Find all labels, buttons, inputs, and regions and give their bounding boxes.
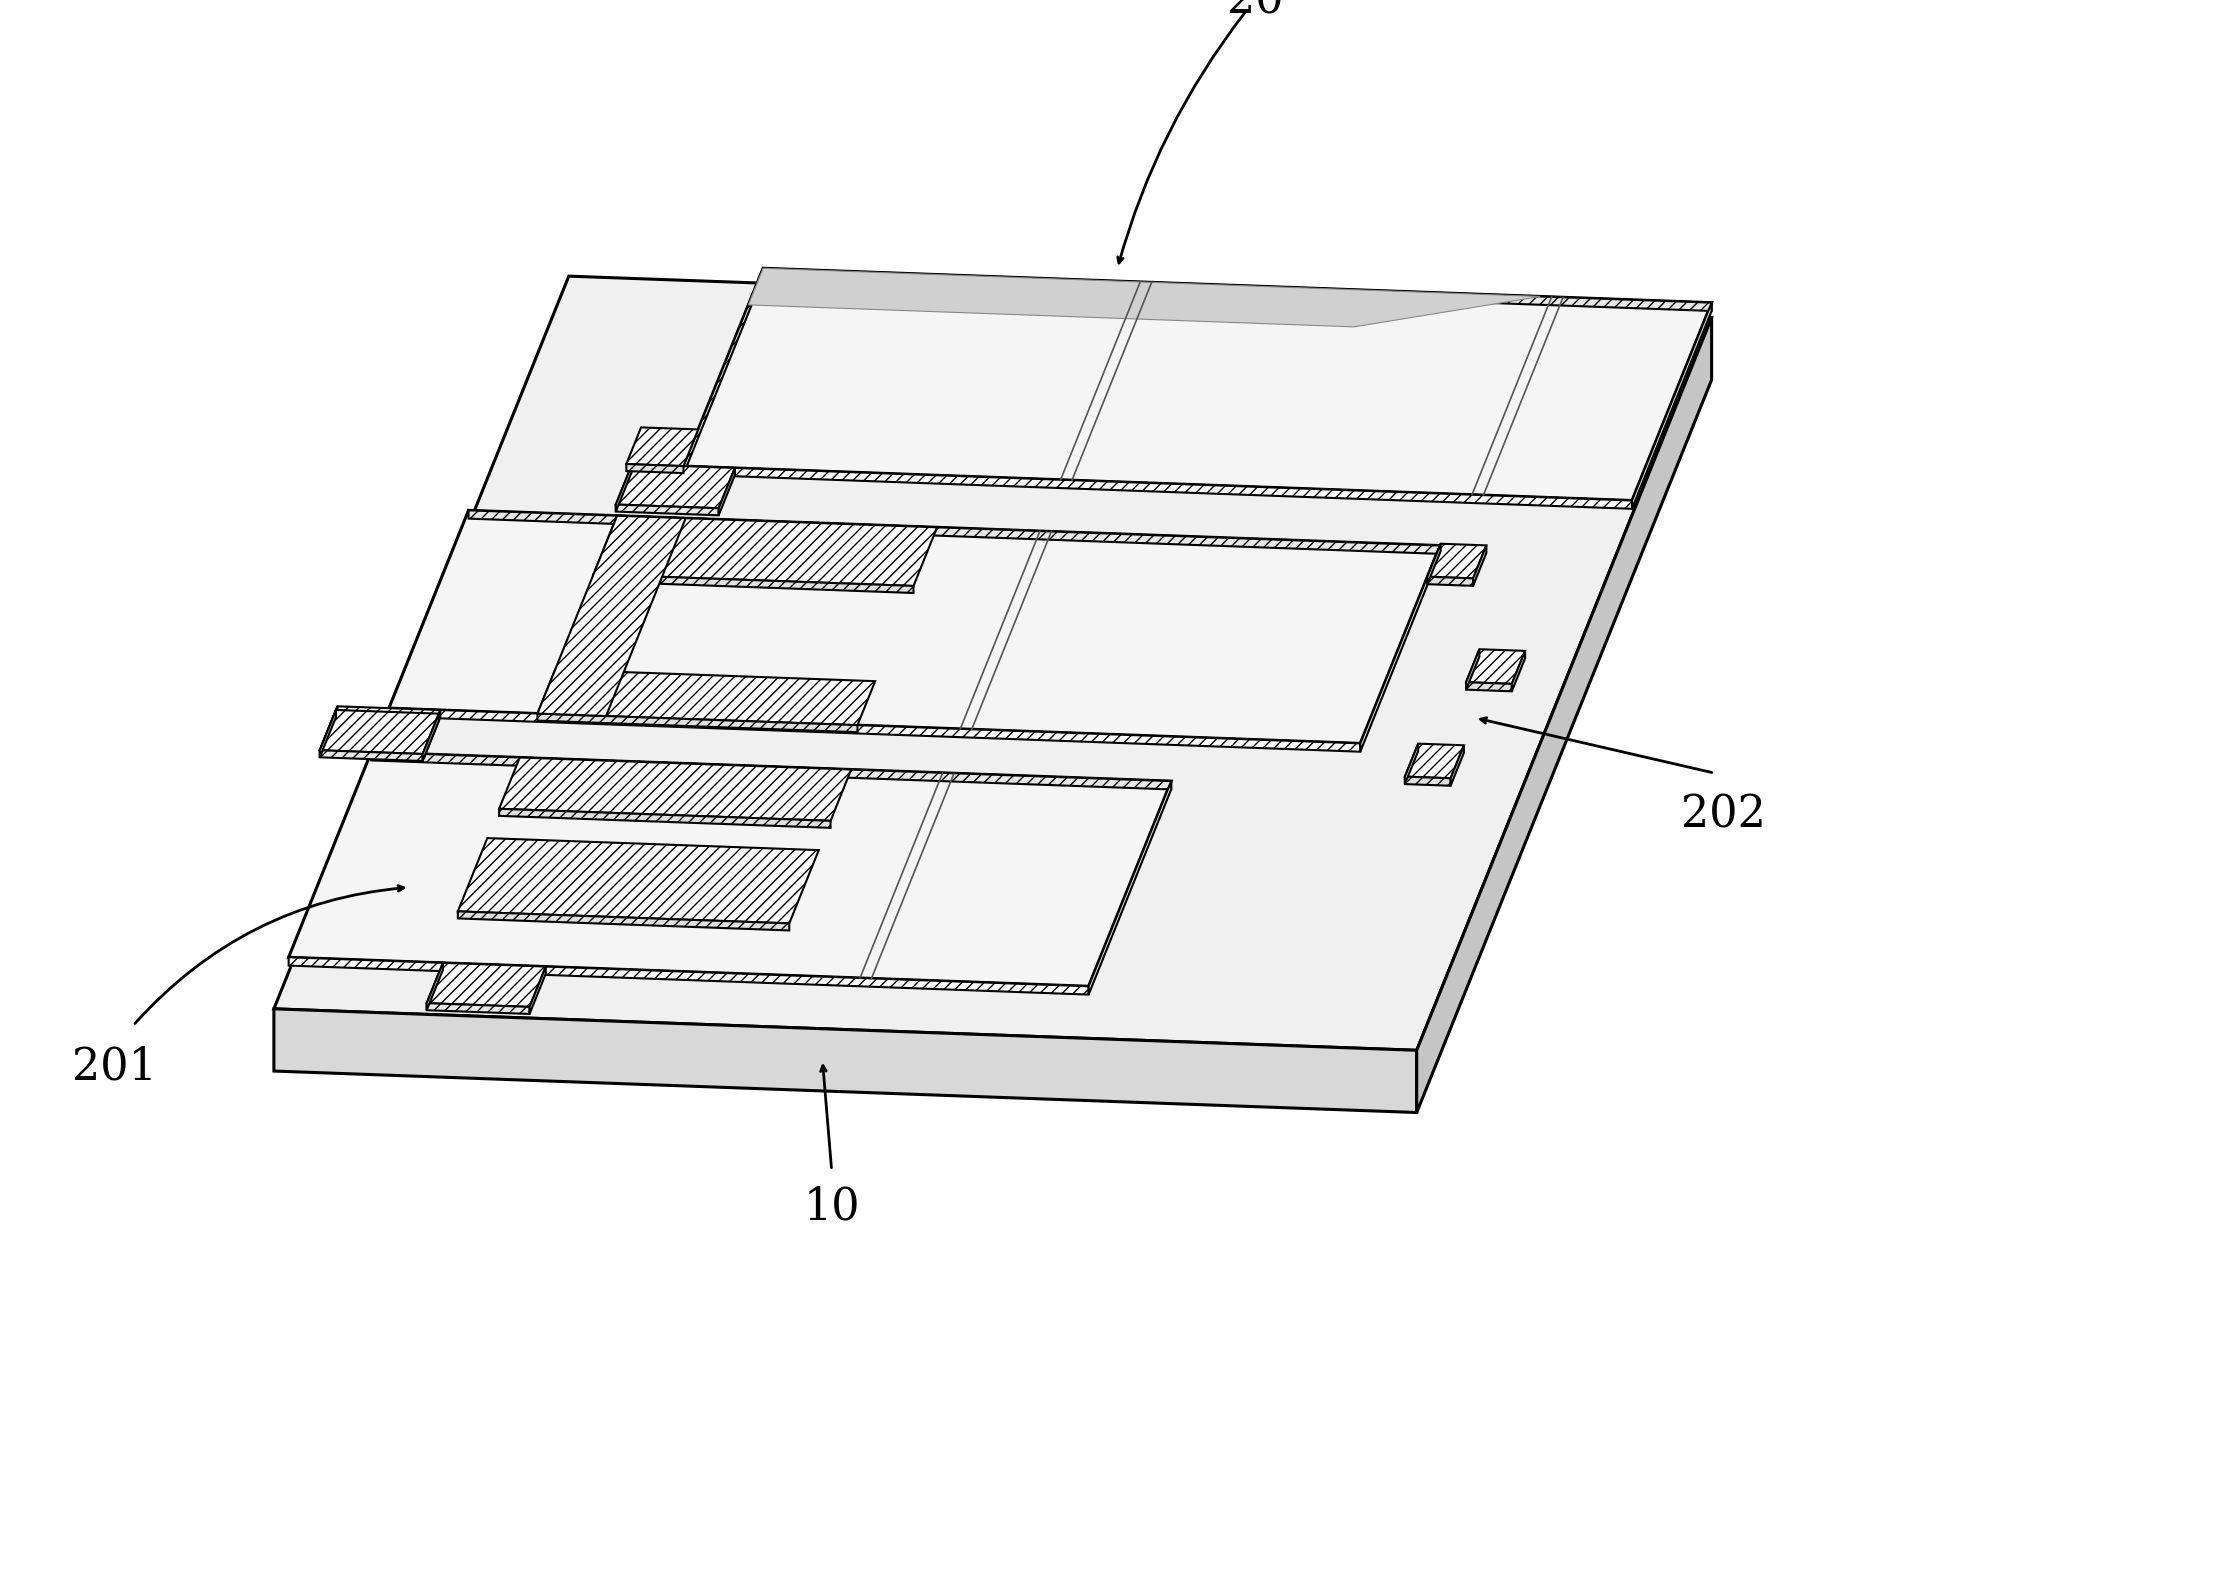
Polygon shape <box>426 962 546 1007</box>
Polygon shape <box>537 516 686 716</box>
Polygon shape <box>426 1004 530 1015</box>
Polygon shape <box>322 706 439 750</box>
Polygon shape <box>320 709 335 757</box>
Polygon shape <box>322 706 337 754</box>
Polygon shape <box>592 516 936 586</box>
Polygon shape <box>288 752 1172 986</box>
Polygon shape <box>537 714 857 733</box>
Polygon shape <box>499 809 830 828</box>
Polygon shape <box>422 714 439 761</box>
Polygon shape <box>322 747 424 757</box>
Polygon shape <box>1427 543 1487 578</box>
Polygon shape <box>1467 682 1511 692</box>
Polygon shape <box>719 469 734 516</box>
Text: 202: 202 <box>1682 793 1766 836</box>
Polygon shape <box>424 711 439 757</box>
Polygon shape <box>388 510 1440 744</box>
Polygon shape <box>273 1008 1416 1113</box>
Polygon shape <box>288 958 1090 994</box>
Polygon shape <box>617 505 719 516</box>
Text: 201: 201 <box>73 1045 158 1089</box>
Polygon shape <box>273 275 1711 1050</box>
Polygon shape <box>1511 651 1524 692</box>
Polygon shape <box>1467 649 1480 690</box>
Polygon shape <box>1090 780 1172 994</box>
Polygon shape <box>530 967 546 1015</box>
Polygon shape <box>626 464 683 473</box>
Polygon shape <box>617 464 734 508</box>
Polygon shape <box>537 670 874 725</box>
Polygon shape <box>1451 746 1465 785</box>
Polygon shape <box>1473 546 1487 586</box>
Polygon shape <box>1631 302 1711 508</box>
Polygon shape <box>763 268 1711 310</box>
Polygon shape <box>499 758 852 822</box>
Polygon shape <box>683 268 1711 500</box>
Polygon shape <box>1427 543 1440 584</box>
Polygon shape <box>371 752 1172 790</box>
Polygon shape <box>1405 744 1465 779</box>
Polygon shape <box>320 709 439 754</box>
Polygon shape <box>1467 649 1524 684</box>
Polygon shape <box>748 268 1540 326</box>
Polygon shape <box>457 912 790 931</box>
Text: 10: 10 <box>803 1186 861 1228</box>
Polygon shape <box>468 510 1440 554</box>
Polygon shape <box>683 268 763 475</box>
Text: 20: 20 <box>1227 0 1285 24</box>
Polygon shape <box>320 750 422 761</box>
Polygon shape <box>626 427 699 465</box>
Polygon shape <box>1405 777 1451 785</box>
Polygon shape <box>457 837 819 923</box>
Polygon shape <box>617 464 632 511</box>
Polygon shape <box>388 708 1360 752</box>
Polygon shape <box>426 962 444 1010</box>
Polygon shape <box>1427 576 1473 586</box>
Polygon shape <box>1360 546 1440 752</box>
Polygon shape <box>1405 744 1418 784</box>
Polygon shape <box>592 575 914 594</box>
Polygon shape <box>1416 318 1711 1113</box>
Polygon shape <box>683 465 1631 508</box>
